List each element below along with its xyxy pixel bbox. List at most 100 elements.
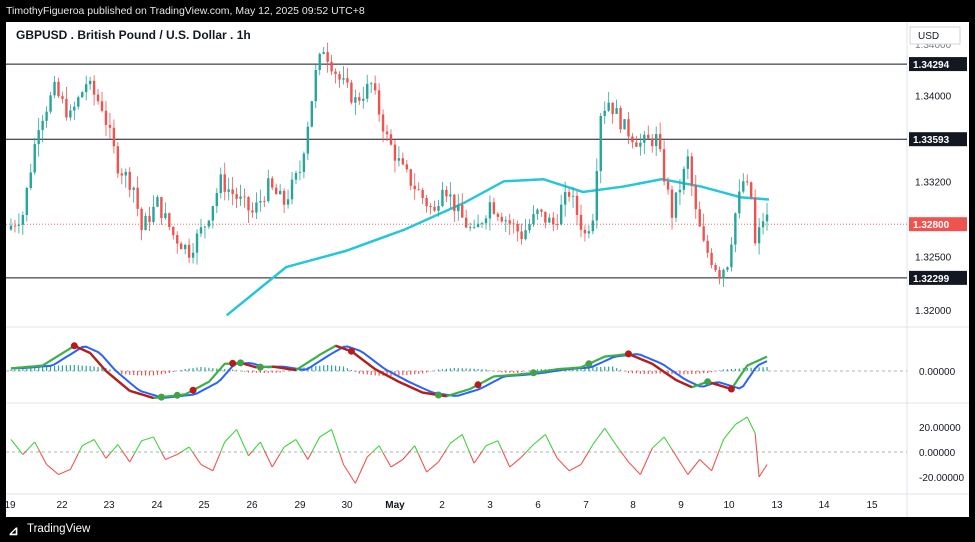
price-tick-label: 1.32500 xyxy=(915,252,952,263)
candle-body xyxy=(358,97,361,101)
candle-body xyxy=(734,213,737,245)
level-price-tag xyxy=(909,57,967,72)
x-axis-label: May xyxy=(385,500,405,511)
candle-body xyxy=(761,221,765,228)
osc1-falling-segment xyxy=(97,361,103,368)
candle-body xyxy=(488,202,492,219)
candle-body xyxy=(548,217,551,223)
candle-body xyxy=(282,190,286,205)
osc2-line-segment xyxy=(271,460,277,468)
candle-body xyxy=(730,244,733,268)
candle-body xyxy=(259,201,262,203)
osc2-line-segment xyxy=(695,459,701,465)
tradingview-branding[interactable]: ⊿ TradingView xyxy=(0,517,975,542)
osc2-line-segment xyxy=(240,438,246,448)
osc2-line-segment xyxy=(552,450,558,459)
candle-body xyxy=(239,196,242,199)
osc2-line-segment xyxy=(156,444,162,453)
candle-body xyxy=(278,190,282,195)
osc2-line-segment xyxy=(149,436,154,439)
candle-body xyxy=(350,82,353,103)
candle-body xyxy=(753,197,757,244)
osc2-line-segment xyxy=(10,439,16,445)
osc2-line-segment xyxy=(727,429,732,435)
candle-body xyxy=(619,108,622,130)
osc2-line-segment xyxy=(319,434,324,438)
osc2-line-segment xyxy=(560,462,566,467)
candle-body xyxy=(271,178,274,188)
candle-body xyxy=(160,197,163,218)
candle-body xyxy=(247,197,250,211)
x-axis-label: 26 xyxy=(246,500,258,511)
osc1-falling-segment xyxy=(631,354,637,359)
osc2-line-segment xyxy=(509,463,515,468)
osc2-line-segment xyxy=(244,446,249,456)
osc2-line-segment xyxy=(529,444,534,450)
osc2-line-segment xyxy=(236,429,242,439)
osc2-line-segment xyxy=(176,451,182,455)
osc2-line-segment xyxy=(212,460,218,471)
candle-body xyxy=(571,195,575,197)
x-axis-label: 24 xyxy=(151,500,163,511)
candle-body xyxy=(310,101,314,127)
osc2-line-segment xyxy=(493,440,499,443)
osc2-line-segment xyxy=(723,434,728,440)
candle-body xyxy=(536,209,539,215)
osc2-line-segment xyxy=(121,450,127,457)
osc1-falling-segment xyxy=(354,353,361,359)
candle-body xyxy=(714,265,717,271)
osc2-line-segment xyxy=(584,450,590,459)
osc1-falling-segment xyxy=(272,365,277,369)
candle-body xyxy=(413,185,416,190)
candle-body xyxy=(172,226,175,236)
osc2-line-segment xyxy=(109,448,115,455)
candle-body xyxy=(263,201,266,202)
osc2-line-segment xyxy=(287,441,293,445)
candle-body xyxy=(393,144,397,161)
candle-body xyxy=(294,172,298,180)
osc2-line-segment xyxy=(465,443,471,454)
osc1-falling-segment xyxy=(362,359,368,365)
candle-body xyxy=(651,138,654,147)
horizontal-levels[interactable]: 1.34294 1.33593 1.32299 1.32800 xyxy=(6,57,967,285)
candle-body xyxy=(338,74,341,80)
candle-body xyxy=(457,204,460,212)
osc2-line-segment xyxy=(596,433,602,440)
candle-body xyxy=(73,106,76,111)
osc2-line-segment xyxy=(707,466,712,472)
osc1-falling-segment xyxy=(442,394,447,398)
osc2-line-segment xyxy=(129,454,135,463)
publish-line: TimothyFigueroa published on TradingView… xyxy=(6,5,365,17)
osc2-line-segment xyxy=(97,445,103,453)
price-tick-label-partial: 1.34000 xyxy=(915,40,952,51)
candle-body xyxy=(267,178,270,202)
candle-body xyxy=(377,90,381,115)
candle-body xyxy=(199,227,203,234)
candle-body xyxy=(579,214,583,230)
osc2-line-segment xyxy=(184,446,190,450)
candle-body xyxy=(77,97,80,107)
currency-badge[interactable]: USD xyxy=(909,26,961,45)
osc2-line-segment xyxy=(125,455,131,463)
osc2-line-segment xyxy=(299,445,305,454)
osc1-falling-segment xyxy=(81,348,87,353)
x-axis-label: 3 xyxy=(487,500,493,511)
candle-body xyxy=(164,213,167,218)
candle-body xyxy=(100,101,104,111)
candle-body xyxy=(251,210,254,213)
osc2-line-segment xyxy=(754,433,760,478)
osc1-falling-segment xyxy=(137,392,142,396)
candle-body xyxy=(219,174,222,194)
osc1-falling-segment xyxy=(276,365,281,369)
candle-body xyxy=(61,96,64,99)
osc2-line-segment xyxy=(481,445,487,452)
osc1-falling-segment xyxy=(422,391,427,395)
osc2-line-segment xyxy=(311,444,317,453)
osc2-line-segment xyxy=(568,468,574,472)
chart-panel[interactable]: 1.34294 1.33593 1.32299 1.32800 0.00000 20.… xyxy=(6,22,969,517)
candle-body xyxy=(373,83,377,91)
osc2-line-segment xyxy=(343,464,348,472)
price-tick-label: 1.32000 xyxy=(915,306,952,317)
